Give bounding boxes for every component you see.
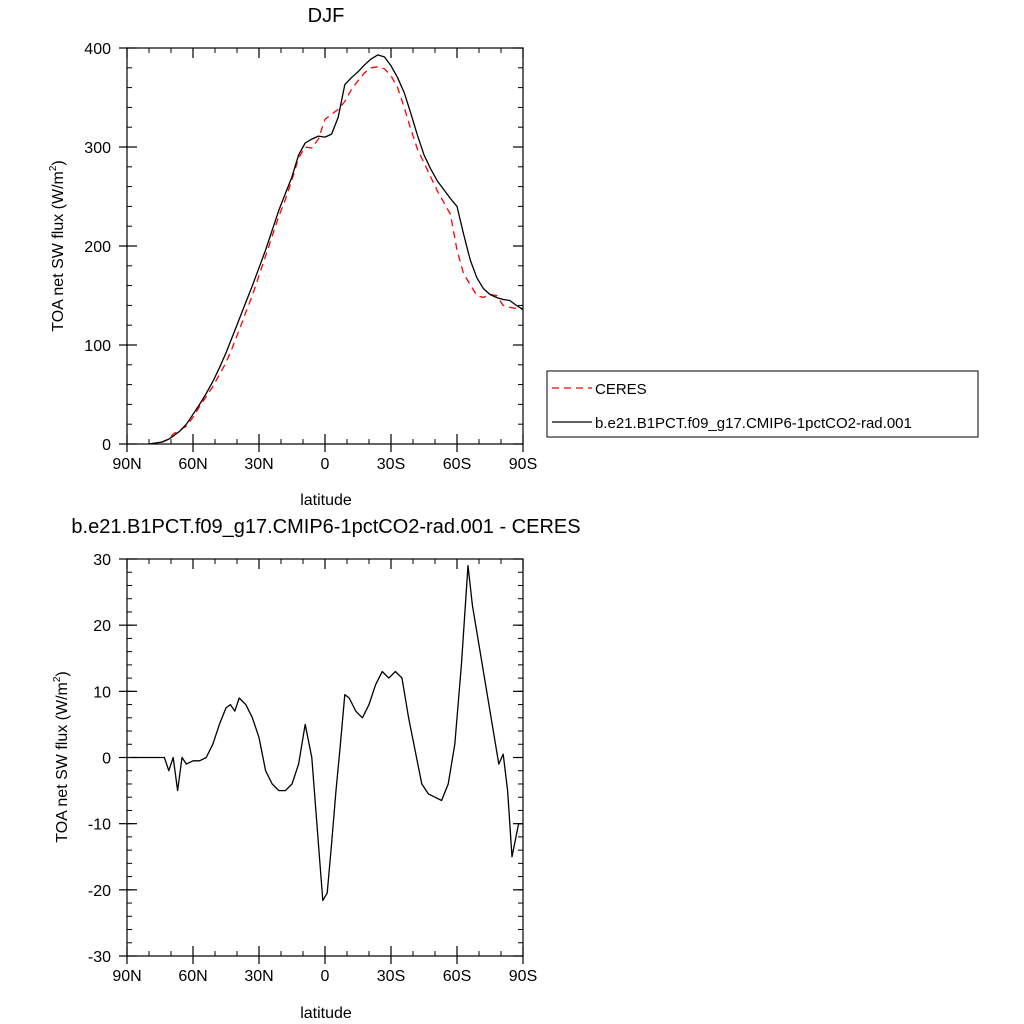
chart-title: DJF (308, 5, 345, 27)
x-tick-label: 30S (377, 968, 405, 985)
series-lines (131, 564, 523, 902)
y-tick-label: 0 (102, 437, 111, 454)
y-tick-label: 20 (93, 618, 111, 635)
x-tick-label: 60S (443, 968, 471, 985)
plot-frame (126, 47, 524, 445)
y-tick-label: -10 (88, 817, 111, 834)
x-tick-label: 60N (178, 968, 207, 985)
x-tick-label: 0 (321, 968, 330, 985)
x-tick-label: 30N (244, 456, 273, 473)
x-tick-label: 90N (112, 968, 141, 985)
x-tick-label: 90N (112, 456, 141, 473)
x-tick-label: 30S (377, 456, 405, 473)
legend-label-ceres: CERES (595, 381, 647, 398)
x-axis-label: latitude (300, 1005, 352, 1022)
legend: CERES b.e21.B1PCT.f09_g17.CMIP6-1pctCO2-… (546, 370, 979, 438)
y-axis-label: TOA net SW flux (W/m2) (52, 671, 71, 843)
x-tick-label: 60S (443, 456, 471, 473)
y-tick-label: 0 (102, 751, 111, 768)
y-tick-label: 30 (93, 552, 111, 569)
x-tick-label: 60N (178, 456, 207, 473)
series-lines (148, 54, 524, 445)
y-tick-label: 200 (84, 239, 111, 256)
x-axis-label: latitude (300, 492, 352, 509)
difference-chart-title: b.e21.B1PCT.f09_g17.CMIP6-1pctCO2-rad.00… (71, 516, 580, 538)
bottom-panel: b.e21.B1PCT.f09_g17.CMIP6-1pctCO2-rad.00… (52, 516, 581, 1022)
y-tick-label: -30 (88, 949, 111, 966)
top-panel: DJF 90N 60N 30N 0 30S 60S 90S 0 100 200 300 400 lat… (48, 5, 979, 509)
series-line-ceres (148, 66, 524, 445)
x-tick-label: 90S (509, 456, 537, 473)
x-tick-label: 30N (244, 968, 273, 985)
y-axis-label: TOA net SW flux (W/m2) (48, 160, 67, 332)
y-tick-label: -20 (88, 883, 111, 900)
plot-frame (126, 558, 524, 957)
x-tick-label: 0 (321, 456, 330, 473)
y-tick-label: 100 (84, 338, 111, 355)
series-line-model (148, 54, 524, 445)
legend-box (546, 370, 979, 438)
legend-label-model: b.e21.B1PCT.f09_g17.CMIP6-1pctCO2-rad.00… (595, 415, 912, 432)
y-tick-label: 300 (84, 140, 111, 157)
y-tick-label: 10 (93, 684, 111, 701)
y-tick-label: 400 (84, 41, 111, 58)
x-tick-label: 90S (509, 968, 537, 985)
series-line-difference (131, 564, 523, 902)
